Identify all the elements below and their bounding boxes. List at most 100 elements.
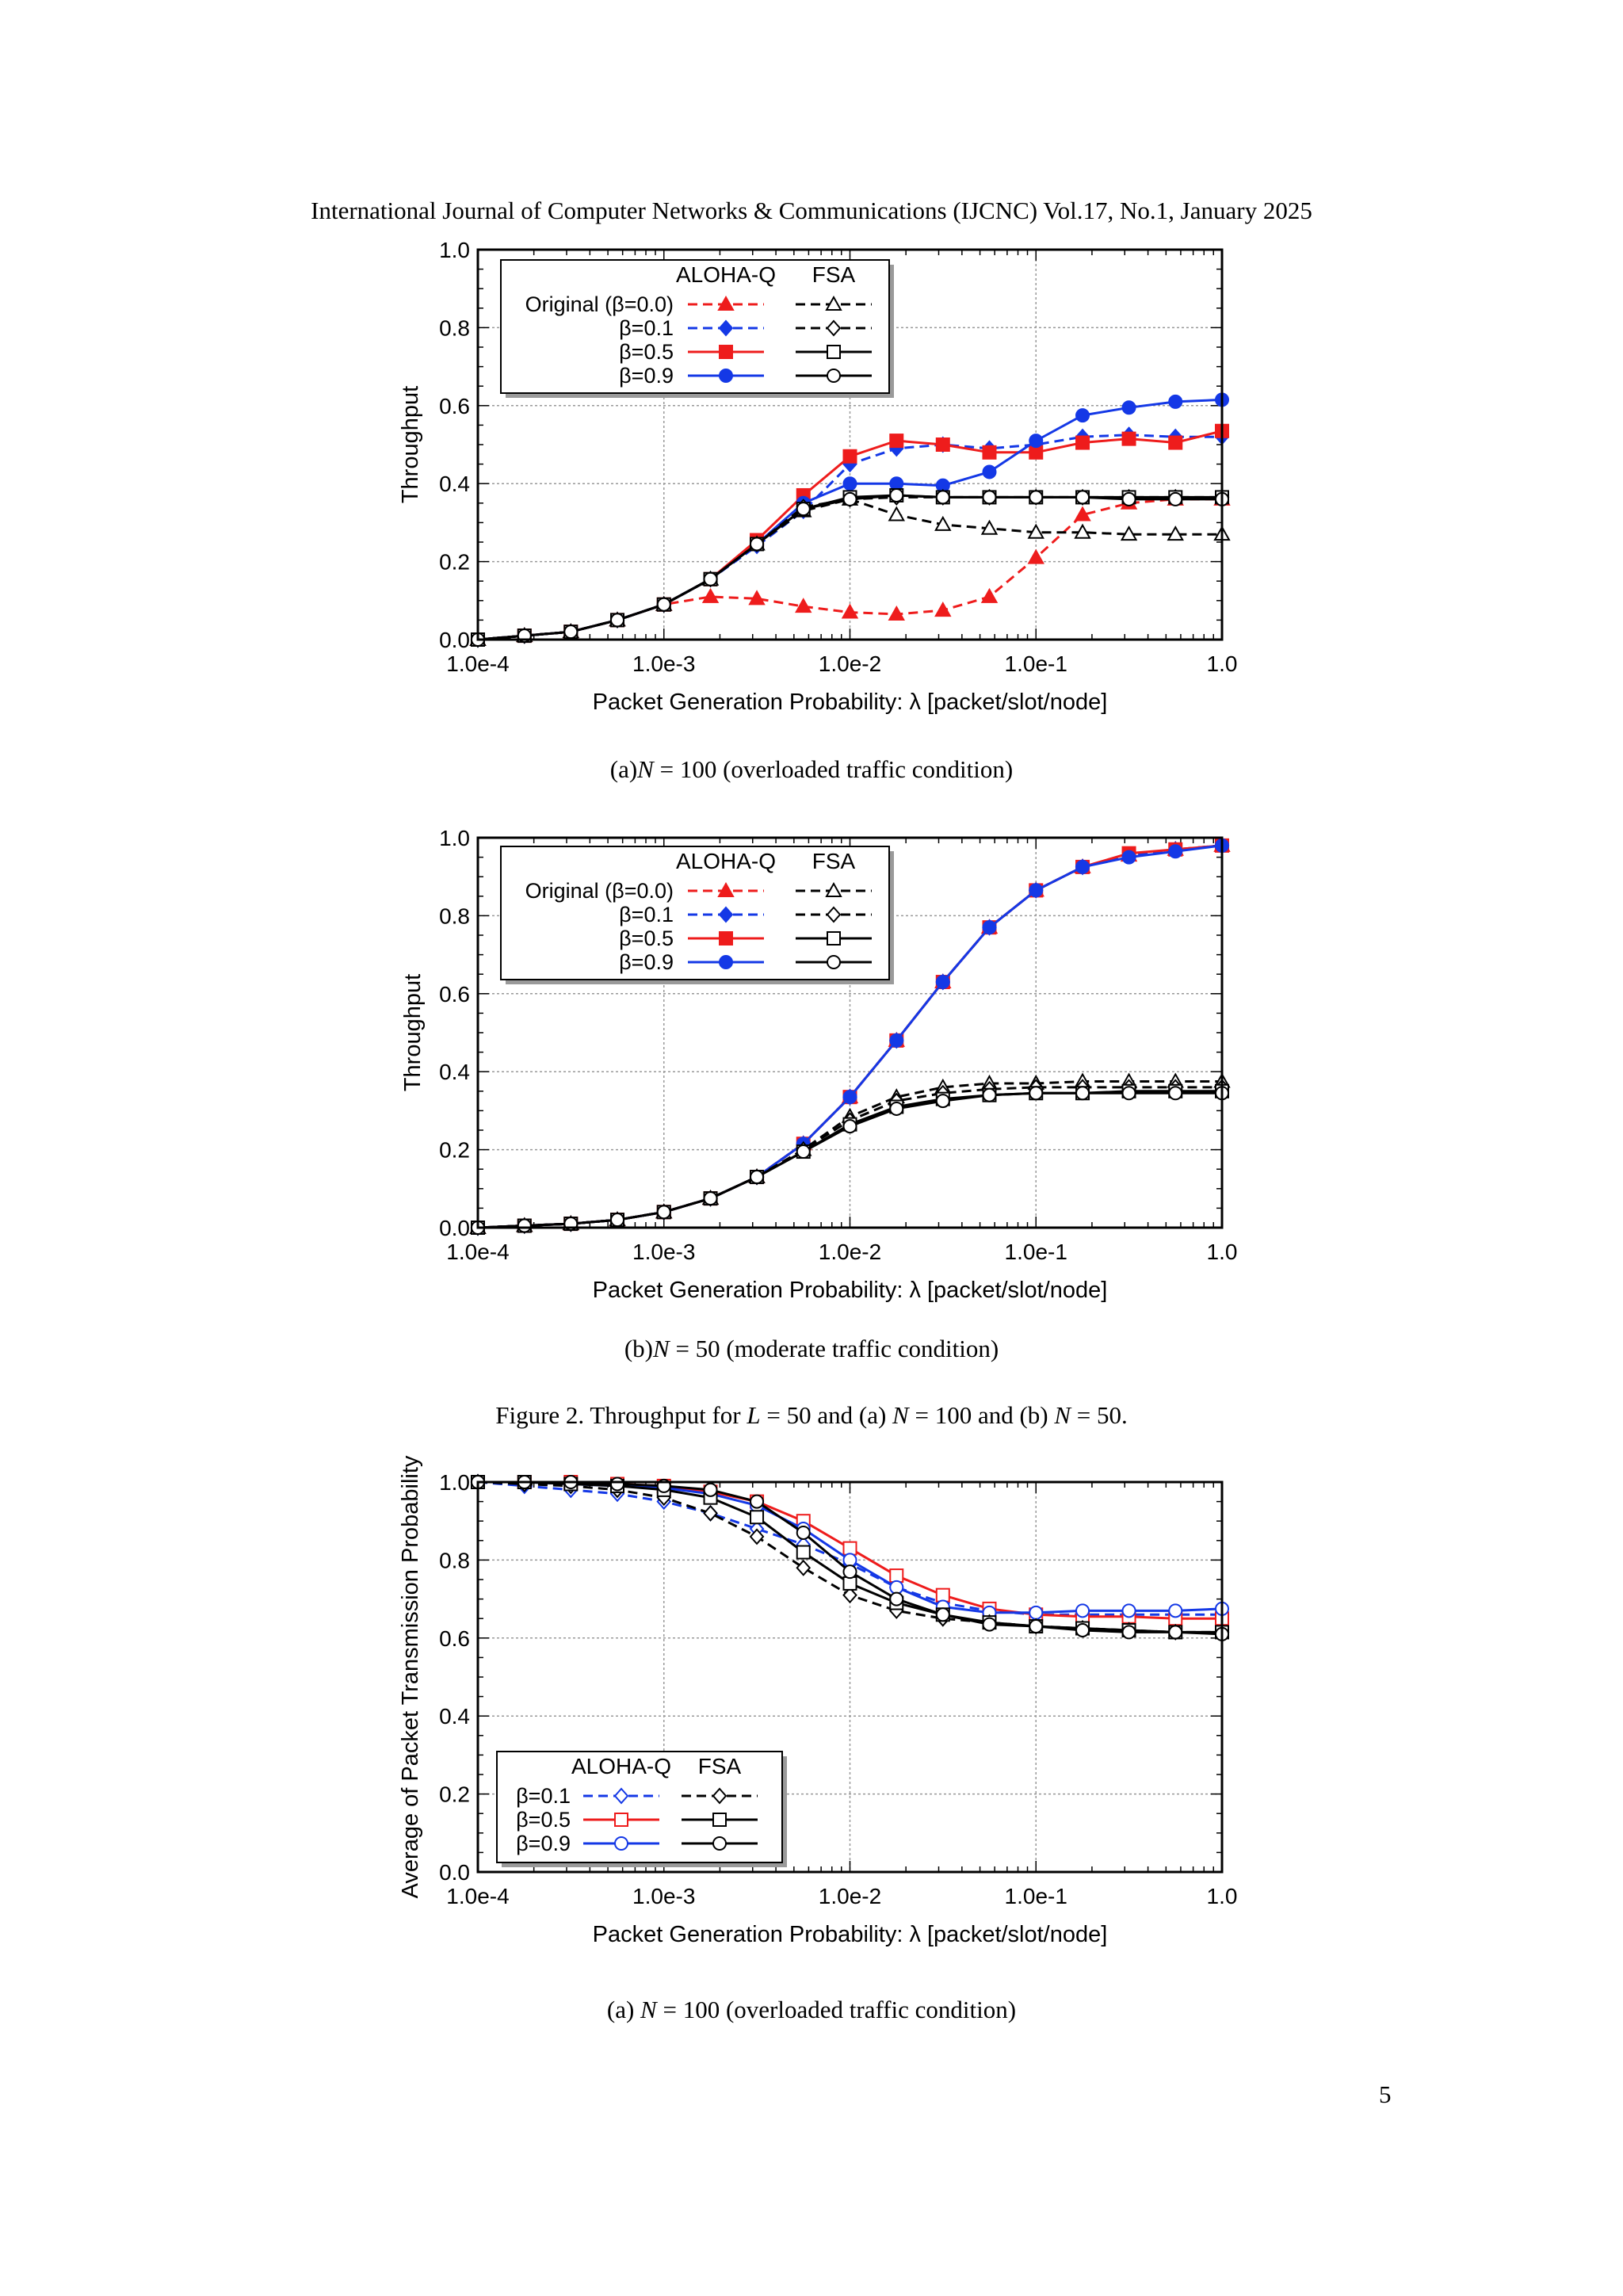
plot-frame — [476, 836, 1224, 1229]
data-point — [842, 1564, 857, 1580]
data-point — [1075, 859, 1090, 874]
throughput-chart-n50: 1.0e-4 1.0e-3 1.0e-2 1.0e-1 1.0 0.0 0.2 0.4 0.6 0… — [400, 826, 1238, 1303]
data-point — [889, 1591, 904, 1606]
legend-label: β=0.9 — [516, 1832, 571, 1855]
data-point — [888, 506, 905, 521]
data-point — [1168, 435, 1183, 450]
series-fsa-circle — [471, 487, 1229, 647]
data-point — [656, 597, 671, 612]
data-point — [796, 502, 811, 517]
data-point — [796, 1525, 811, 1540]
data-point — [980, 519, 999, 535]
data-point — [1168, 1086, 1183, 1101]
legend-label: β=0.1 — [619, 316, 674, 340]
legend-label: β=0.1 — [516, 1784, 571, 1808]
y-tick-label: 0.6 — [439, 1626, 470, 1651]
data-point — [889, 1580, 904, 1595]
legend-column-header: FSA — [812, 262, 856, 287]
data-point — [517, 1218, 532, 1233]
y-tick-label: 1.0 — [439, 826, 470, 850]
data-point — [841, 603, 859, 619]
y-tick-label: 0.6 — [439, 982, 470, 1007]
x-tick-label: 1.0e-3 — [632, 1884, 695, 1908]
data-point — [1167, 525, 1184, 541]
data-point — [703, 571, 718, 586]
data-point — [1121, 491, 1136, 506]
data-point — [749, 1528, 765, 1545]
y-tick-label: 1.0 — [439, 1470, 470, 1495]
data-point — [750, 1170, 765, 1185]
legend-marker — [614, 1836, 628, 1851]
y-tick-label: 0.4 — [439, 1060, 470, 1084]
data-point — [889, 434, 904, 449]
data-point — [889, 476, 904, 491]
y-tick-label: 0.8 — [439, 315, 470, 340]
data-point — [703, 1504, 718, 1522]
x-tick-label: 1.0e-3 — [632, 1240, 695, 1264]
data-point — [1027, 548, 1044, 564]
data-point — [935, 975, 950, 990]
x-tick-label: 1.0e-4 — [446, 1240, 509, 1264]
data-point — [610, 613, 625, 628]
x-tick-label: 1.0e-4 — [446, 651, 509, 676]
data-point — [1075, 1622, 1090, 1637]
data-point — [1074, 506, 1091, 521]
x-tick-label: 1.0 — [1207, 651, 1238, 676]
legend-box — [500, 259, 890, 394]
legend-label: Original (β=0.0) — [525, 879, 674, 903]
legend-marker — [719, 369, 733, 383]
data-point — [935, 437, 950, 452]
y-tick-label: 0.2 — [439, 1138, 470, 1163]
data-point — [1168, 1625, 1183, 1640]
x-tick-label: 1.0 — [1207, 1240, 1238, 1264]
data-point — [1121, 1625, 1136, 1640]
legend-marker — [827, 369, 841, 383]
legend-marker — [712, 1813, 727, 1827]
legend-marker — [825, 295, 842, 311]
x-tick-label: 1.0 — [1207, 1884, 1238, 1908]
data-point — [934, 602, 952, 617]
legend-column-header: ALOHA-Q — [571, 1754, 671, 1778]
data-point — [1075, 1086, 1090, 1101]
data-point — [1029, 1619, 1044, 1634]
legend-label: β=0.5 — [516, 1808, 571, 1832]
y-tick-label: 0.0 — [439, 628, 470, 652]
legend-marker — [613, 1787, 629, 1805]
x-tick-label: 1.0e-3 — [632, 651, 695, 676]
y-axis-label: Average of Packet Transmission Probabili… — [398, 1455, 423, 1898]
figure-caption: Figure 2. Throughput for L = 50 and (a) … — [495, 1401, 1128, 1429]
plot-frame — [476, 248, 1224, 641]
data-point — [750, 1510, 765, 1525]
legend: ALOHA-Q FSA β=0.1β=0.5β=0.9 — [496, 1751, 787, 1867]
data-point — [1121, 1086, 1136, 1101]
y-axis-label: Throughput — [398, 386, 423, 503]
legend-marker — [718, 319, 734, 337]
data-point — [701, 587, 720, 603]
data-point — [1168, 1603, 1183, 1618]
y-tick-label: 0.2 — [439, 550, 470, 575]
data-point — [750, 537, 765, 552]
legend-label: Original (β=0.0) — [525, 292, 674, 316]
data-point — [703, 1482, 718, 1497]
data-point — [563, 625, 579, 640]
data-point — [842, 1576, 857, 1591]
legend-marker — [827, 955, 841, 969]
data-point — [796, 1559, 812, 1576]
legend-label: β=0.9 — [619, 950, 674, 974]
legend-label: β=0.5 — [619, 340, 674, 364]
data-point — [935, 1094, 950, 1109]
data-point — [748, 590, 766, 606]
legend-box — [500, 846, 890, 980]
plot-frame — [476, 1480, 1224, 1874]
y-tick-label: 0.0 — [439, 1860, 470, 1885]
y-tick-label: 0.4 — [439, 472, 470, 496]
data-point — [1027, 523, 1044, 539]
y-axis-label: Throughput — [400, 974, 426, 1091]
legend-marker — [825, 881, 842, 897]
legend: ALOHA-Q FSA Original (β=0.0)β=0.1β=0.5β=0.… — [500, 846, 894, 984]
x-tick-label: 1.0e-1 — [1005, 1884, 1067, 1908]
legend-marker — [826, 906, 842, 923]
x-tick-label: 1.0e-2 — [819, 1240, 881, 1264]
legend-marker — [712, 1836, 727, 1851]
data-point — [610, 1213, 625, 1228]
